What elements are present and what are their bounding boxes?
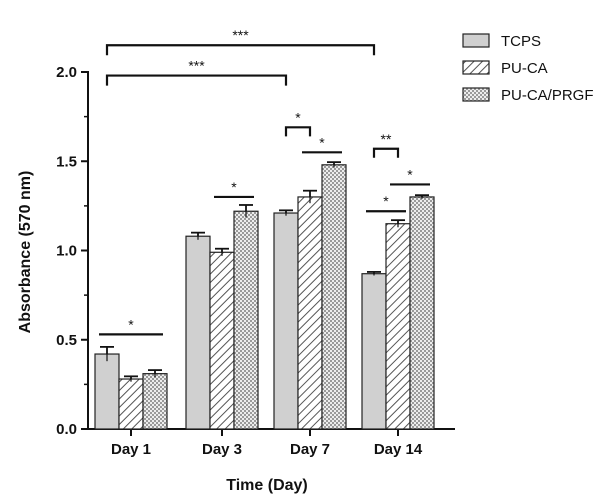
x-tick-label: Day 7 (290, 441, 330, 458)
x-tick-label: Day 3 (202, 441, 242, 458)
significance-bracket (372, 147, 400, 158)
bar-pu-ca-3 (385, 223, 411, 430)
legend-label: PU-CA/PRGF (501, 87, 594, 104)
significance-label: * (128, 316, 134, 332)
legend-label: PU-CA (501, 60, 548, 77)
bar-tcps-3 (361, 273, 387, 430)
legend-swatch (462, 87, 490, 102)
legend-swatch (462, 60, 490, 75)
significance-label: * (319, 134, 325, 150)
bar-pu-ca-1 (209, 251, 235, 430)
bar-pu-ca-prgf-1 (233, 210, 259, 430)
bar-pu-ca-0 (118, 378, 144, 430)
y-tick-label: 1.0 (56, 243, 77, 260)
x-tick-label: Day 14 (374, 441, 423, 458)
error-bars (100, 161, 429, 382)
x-axis-label: Time (Day) (226, 477, 308, 494)
significance-label: * (407, 166, 413, 182)
y-tick-label: 1.5 (56, 153, 77, 170)
significance-label: * (231, 179, 237, 195)
bar-tcps-1 (185, 235, 211, 430)
significance-bracket (105, 74, 288, 86)
bar-pu-ca-2 (297, 196, 323, 430)
bar-pu-ca-prgf-3 (409, 196, 435, 430)
bar-tcps-2 (273, 212, 299, 430)
bar-tcps-0 (94, 353, 120, 430)
legend: TCPS PU-CA PU-CA/PRGF (462, 33, 594, 104)
legend-swatch (462, 33, 490, 48)
y-tick-label: 0.5 (56, 332, 77, 349)
significance-label: *** (188, 58, 205, 74)
y-tick-label: 0.0 (56, 421, 77, 438)
significance-label: ** (381, 131, 392, 147)
legend-label: TCPS (501, 33, 541, 50)
y-axis-label: Absorbance (570 nm) (17, 171, 34, 334)
bar-pu-ca-prgf-0 (142, 373, 168, 430)
bar-pu-ca-prgf-2 (321, 164, 347, 430)
y-tick-label: 2.0 (56, 64, 77, 81)
significance-label: * (383, 193, 389, 209)
significance-bracket (284, 126, 312, 137)
significance-label: *** (232, 27, 249, 43)
significance-bracket (105, 44, 376, 56)
x-tick-label: Day 1 (111, 441, 151, 458)
bars (94, 164, 435, 430)
significance-markers: ********** **** (99, 27, 430, 336)
significance-label: * (295, 109, 301, 125)
